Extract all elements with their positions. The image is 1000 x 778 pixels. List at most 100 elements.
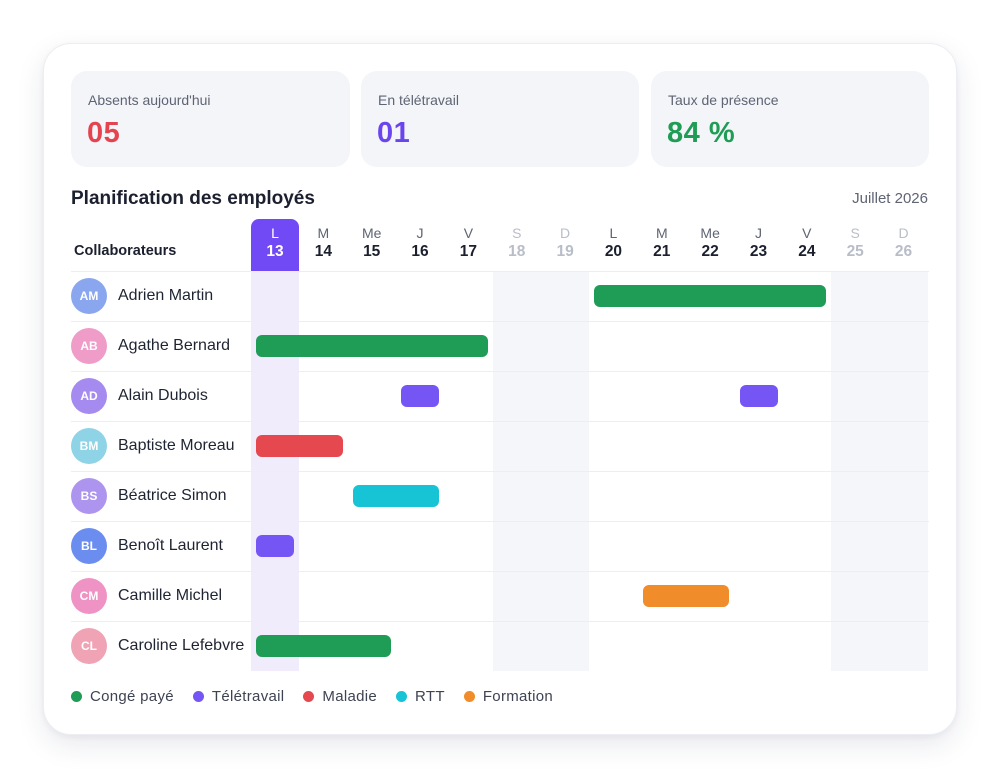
employee-row[interactable]: BL Benoît Laurent bbox=[71, 521, 251, 571]
row-divider bbox=[71, 471, 929, 472]
row-divider bbox=[71, 521, 929, 522]
employee-name: Caroline Lefebvre bbox=[118, 637, 245, 654]
collaborators-header: Collaborateurs bbox=[74, 243, 177, 259]
avatar: AB bbox=[71, 328, 107, 364]
day-header-18: S 18 bbox=[493, 219, 541, 271]
legend-item-conge: Congé payé bbox=[71, 688, 174, 705]
employee-name: Adrien Martin bbox=[118, 287, 214, 304]
day-header-21: M 21 bbox=[638, 219, 686, 271]
kpi-teletravail-card: En télétravail 01 bbox=[361, 71, 639, 167]
avatar: CM bbox=[71, 578, 107, 614]
legend-label: Congé payé bbox=[90, 688, 174, 705]
day-letter: M bbox=[655, 225, 668, 241]
day-letter: L bbox=[271, 225, 279, 241]
day-number: 16 bbox=[411, 243, 429, 260]
day-number: 23 bbox=[749, 243, 768, 260]
legend-label: Formation bbox=[482, 688, 554, 705]
kpi-absents-value: 05 bbox=[87, 117, 121, 149]
day-header-16: J 16 bbox=[396, 219, 444, 271]
day-number: 15 bbox=[363, 243, 381, 260]
day-header-23: J 23 bbox=[735, 219, 783, 271]
row-divider bbox=[71, 371, 929, 372]
kpi-absents-card: Absents aujourd'hui 05 bbox=[71, 71, 350, 167]
day-header-17: V 17 bbox=[444, 219, 492, 271]
avatar: BM bbox=[71, 428, 107, 464]
absence-bar-conge[interactable] bbox=[256, 635, 392, 657]
day-number: 24 bbox=[798, 243, 816, 260]
absence-bar-teletravail[interactable] bbox=[256, 535, 295, 557]
legend-dot-icon bbox=[463, 691, 475, 702]
day-number: 17 bbox=[459, 243, 478, 260]
absence-bar-formation[interactable] bbox=[642, 585, 730, 607]
day-number: 25 bbox=[846, 243, 864, 260]
legend-dot-icon bbox=[396, 691, 408, 702]
day-letter: Me bbox=[361, 225, 382, 241]
legend-item-formation: Formation bbox=[463, 688, 554, 705]
day-letter: D bbox=[898, 225, 909, 241]
row-divider bbox=[71, 321, 929, 322]
employee-row[interactable]: CL Caroline Lefebvre bbox=[71, 621, 251, 671]
legend-item-rtt: RTT bbox=[396, 688, 445, 705]
day-letter: J bbox=[755, 225, 762, 241]
employee-name: Baptiste Moreau bbox=[118, 437, 235, 454]
day-number: 21 bbox=[653, 243, 671, 260]
legend-dot-icon bbox=[71, 691, 82, 702]
day-number: 26 bbox=[894, 243, 913, 260]
day-number: 20 bbox=[604, 243, 623, 260]
day-number: 22 bbox=[701, 243, 719, 260]
absence-bar-conge[interactable] bbox=[256, 335, 488, 357]
employee-row[interactable]: AD Alain Dubois bbox=[71, 371, 251, 421]
legend-dot-icon bbox=[192, 691, 204, 702]
day-header-14: M 14 bbox=[299, 219, 347, 271]
day-letter: M bbox=[317, 225, 330, 241]
absence-bar-rtt[interactable] bbox=[352, 485, 440, 507]
absence-bar-conge[interactable] bbox=[594, 285, 827, 307]
absence-bar-maladie[interactable] bbox=[256, 435, 343, 457]
avatar: BL bbox=[71, 528, 107, 564]
employee-row[interactable]: CM Camille Michel bbox=[71, 571, 251, 621]
row-divider bbox=[71, 571, 929, 572]
employee-row[interactable]: AB Agathe Bernard bbox=[71, 321, 251, 371]
kpi-teletravail-label: En télétravail bbox=[378, 92, 459, 108]
legend-label: Maladie bbox=[322, 688, 378, 705]
absence-bar-teletravail[interactable] bbox=[739, 385, 778, 407]
employee-row[interactable]: AM Adrien Martin bbox=[71, 271, 251, 321]
day-letter: D bbox=[560, 225, 571, 241]
legend-item-teletravail: Télétravail bbox=[192, 688, 285, 705]
kpi-presence-card: Taux de présence 84 % bbox=[651, 71, 929, 167]
day-letter: L bbox=[609, 225, 618, 241]
kpi-absents-label: Absents aujourd'hui bbox=[88, 92, 211, 108]
day-number: 13 bbox=[266, 243, 284, 260]
absence-bar-teletravail[interactable] bbox=[401, 385, 440, 407]
day-letter: V bbox=[802, 225, 812, 241]
row-divider bbox=[71, 421, 929, 422]
day-letter: V bbox=[463, 225, 474, 241]
employee-name: Camille Michel bbox=[118, 587, 223, 604]
day-letter: Me bbox=[700, 225, 720, 241]
day-header-22: Me 22 bbox=[686, 219, 734, 271]
legend-item-maladie: Maladie bbox=[303, 688, 377, 705]
row-divider bbox=[71, 271, 929, 272]
kpi-presence-value: 84 % bbox=[667, 117, 736, 149]
day-number: 18 bbox=[508, 243, 526, 260]
day-number: 14 bbox=[314, 243, 332, 260]
legend-label: Télétravail bbox=[211, 688, 285, 705]
avatar: CL bbox=[71, 628, 107, 664]
employee-row[interactable]: BM Baptiste Moreau bbox=[71, 421, 251, 471]
day-header-19: D 19 bbox=[541, 219, 589, 271]
legend: Congé payé Télétravail Maladie RTT Formation bbox=[71, 688, 572, 705]
kpi-presence-label: Taux de présence bbox=[668, 92, 779, 108]
avatar: AD bbox=[71, 378, 107, 414]
day-header-13: L 13 bbox=[251, 219, 299, 271]
day-letter: J bbox=[416, 225, 424, 241]
day-header-20: L 20 bbox=[589, 219, 637, 271]
day-number: 19 bbox=[556, 243, 574, 260]
legend-dot-icon bbox=[303, 691, 315, 702]
day-letter: S bbox=[850, 225, 860, 241]
month-label: Juillet 2026 bbox=[852, 190, 928, 207]
day-header-15: Me 15 bbox=[348, 219, 396, 271]
employee-name: Béatrice Simon bbox=[118, 487, 227, 504]
employee-name: Agathe Bernard bbox=[118, 337, 231, 354]
employee-row[interactable]: BS Béatrice Simon bbox=[71, 471, 251, 521]
kpi-teletravail-value: 01 bbox=[377, 117, 411, 149]
